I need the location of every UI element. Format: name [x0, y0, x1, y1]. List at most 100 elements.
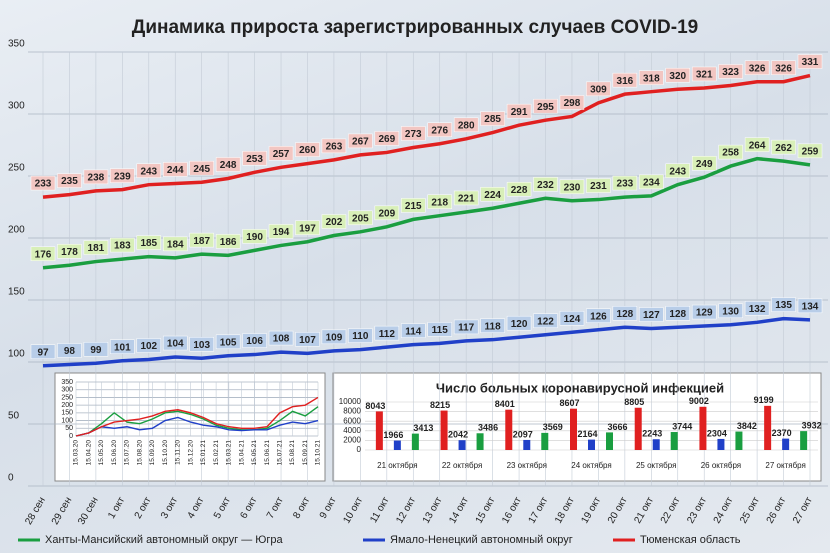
bar [505, 409, 513, 450]
data-label: 232 [537, 180, 554, 191]
data-label-box [533, 313, 558, 328]
data-label: 258 [722, 148, 739, 159]
data-label-box [110, 339, 135, 355]
legend-label: Ханты-Мансийский автономный округ — Югра [45, 534, 284, 546]
bar [735, 431, 743, 450]
bar [634, 407, 642, 450]
bar [588, 439, 595, 450]
series-line [42, 156, 811, 270]
bar [476, 433, 484, 450]
data-label-box [612, 72, 638, 88]
data-label: 130 [722, 306, 739, 317]
data-label: 2164 [577, 429, 597, 439]
data-label: 106 [246, 336, 263, 347]
legend-label: Тюменская область [640, 534, 741, 546]
x-tick-label: 15.12.20 [187, 440, 194, 466]
y-tick-label: 50 [8, 411, 20, 422]
data-label: 2243 [642, 429, 662, 439]
data-label: 134 [802, 301, 819, 312]
data-label-box [427, 194, 452, 209]
data-label: 2304 [707, 428, 727, 438]
data-label-box [744, 301, 770, 316]
data-label-box [374, 325, 400, 341]
x-tick-label: 15.11.20 [175, 440, 182, 465]
x-tick-label: 21 октября [377, 461, 417, 470]
data-label: 318 [643, 73, 660, 84]
y-tick-label: 200 [61, 402, 73, 409]
data-label: 224 [484, 190, 501, 201]
data-label: 273 [405, 129, 422, 140]
data-label: 2370 [772, 428, 792, 438]
data-label: 135 [775, 300, 792, 311]
data-label: 285 [484, 114, 501, 125]
x-tick-label: 14 окт [447, 495, 471, 526]
data-label-box [453, 319, 479, 335]
x-tick-label: 27 октября [765, 461, 805, 470]
data-label-box [348, 210, 373, 226]
x-tick-label: 9 окт [318, 495, 339, 521]
x-tick-label: 15.04.21 [238, 440, 245, 466]
data-label: 243 [669, 166, 686, 177]
data-label: 326 [775, 63, 792, 74]
data-label: 262 [775, 143, 792, 154]
data-label-box [162, 162, 188, 177]
x-tick-label: 15.04.20 [85, 440, 92, 466]
series-line [75, 396, 319, 437]
data-label: 264 [749, 140, 766, 151]
x-tick-label: 15.02.21 [213, 440, 220, 466]
data-label: 257 [273, 149, 290, 160]
data-label-box [797, 143, 823, 159]
bar [458, 440, 466, 450]
data-label-box [57, 244, 82, 259]
y-tick-label: 350 [8, 39, 25, 50]
data-label-box [321, 138, 347, 154]
data-label: 3486 [478, 423, 498, 433]
x-tick-label: 27 окт [791, 495, 815, 526]
data-label-box [136, 235, 162, 250]
x-tick-label: 25 окт [738, 495, 762, 526]
data-label-box [559, 179, 585, 195]
data-label-box [401, 126, 426, 141]
x-tick-label: 15.08.21 [289, 440, 296, 466]
bar [375, 411, 383, 450]
data-label: 186 [220, 237, 237, 248]
data-label: 108 [273, 334, 290, 345]
x-tick-label: 2 окт [133, 495, 154, 521]
y-tick-label: 10000 [339, 397, 362, 406]
data-label: 8607 [559, 398, 579, 408]
data-label: 176 [35, 249, 52, 260]
bar [570, 408, 577, 450]
data-label: 243 [140, 166, 157, 177]
data-label-box [665, 67, 691, 83]
data-label: 245 [193, 164, 210, 175]
x-tick-label: 15 окт [474, 495, 498, 526]
data-label: 127 [643, 310, 660, 321]
x-tick-label: 4 окт [186, 495, 207, 521]
x-tick-label: 19 окт [580, 495, 604, 526]
data-label: 98 [64, 346, 76, 357]
data-label-box [242, 229, 267, 244]
data-label: 205 [352, 213, 369, 224]
data-label-box [797, 298, 823, 314]
y-tick-label: 150 [8, 287, 25, 298]
data-label: 2097 [513, 429, 533, 439]
y-tick-label: 200 [8, 225, 25, 236]
x-tick-label: 22 октября [442, 461, 482, 470]
x-tick-label: 15.05.21 [251, 440, 258, 466]
x-tick-label: 29 сен [50, 495, 75, 526]
data-label-box [295, 142, 320, 157]
data-label-box [268, 146, 294, 161]
y-tick-label: 250 [8, 163, 25, 174]
chart-title: Динамика прироста зарегистрированных слу… [132, 17, 698, 38]
data-label-box [559, 95, 585, 110]
data-label: 9199 [754, 395, 774, 405]
data-label: 209 [378, 208, 395, 219]
data-label: 291 [511, 107, 528, 118]
data-label: 8043 [365, 401, 385, 411]
data-label: 218 [431, 197, 448, 208]
data-label-box [215, 157, 241, 172]
data-label: 280 [458, 120, 475, 131]
data-label: 109 [326, 332, 343, 343]
data-label-box [83, 341, 109, 357]
